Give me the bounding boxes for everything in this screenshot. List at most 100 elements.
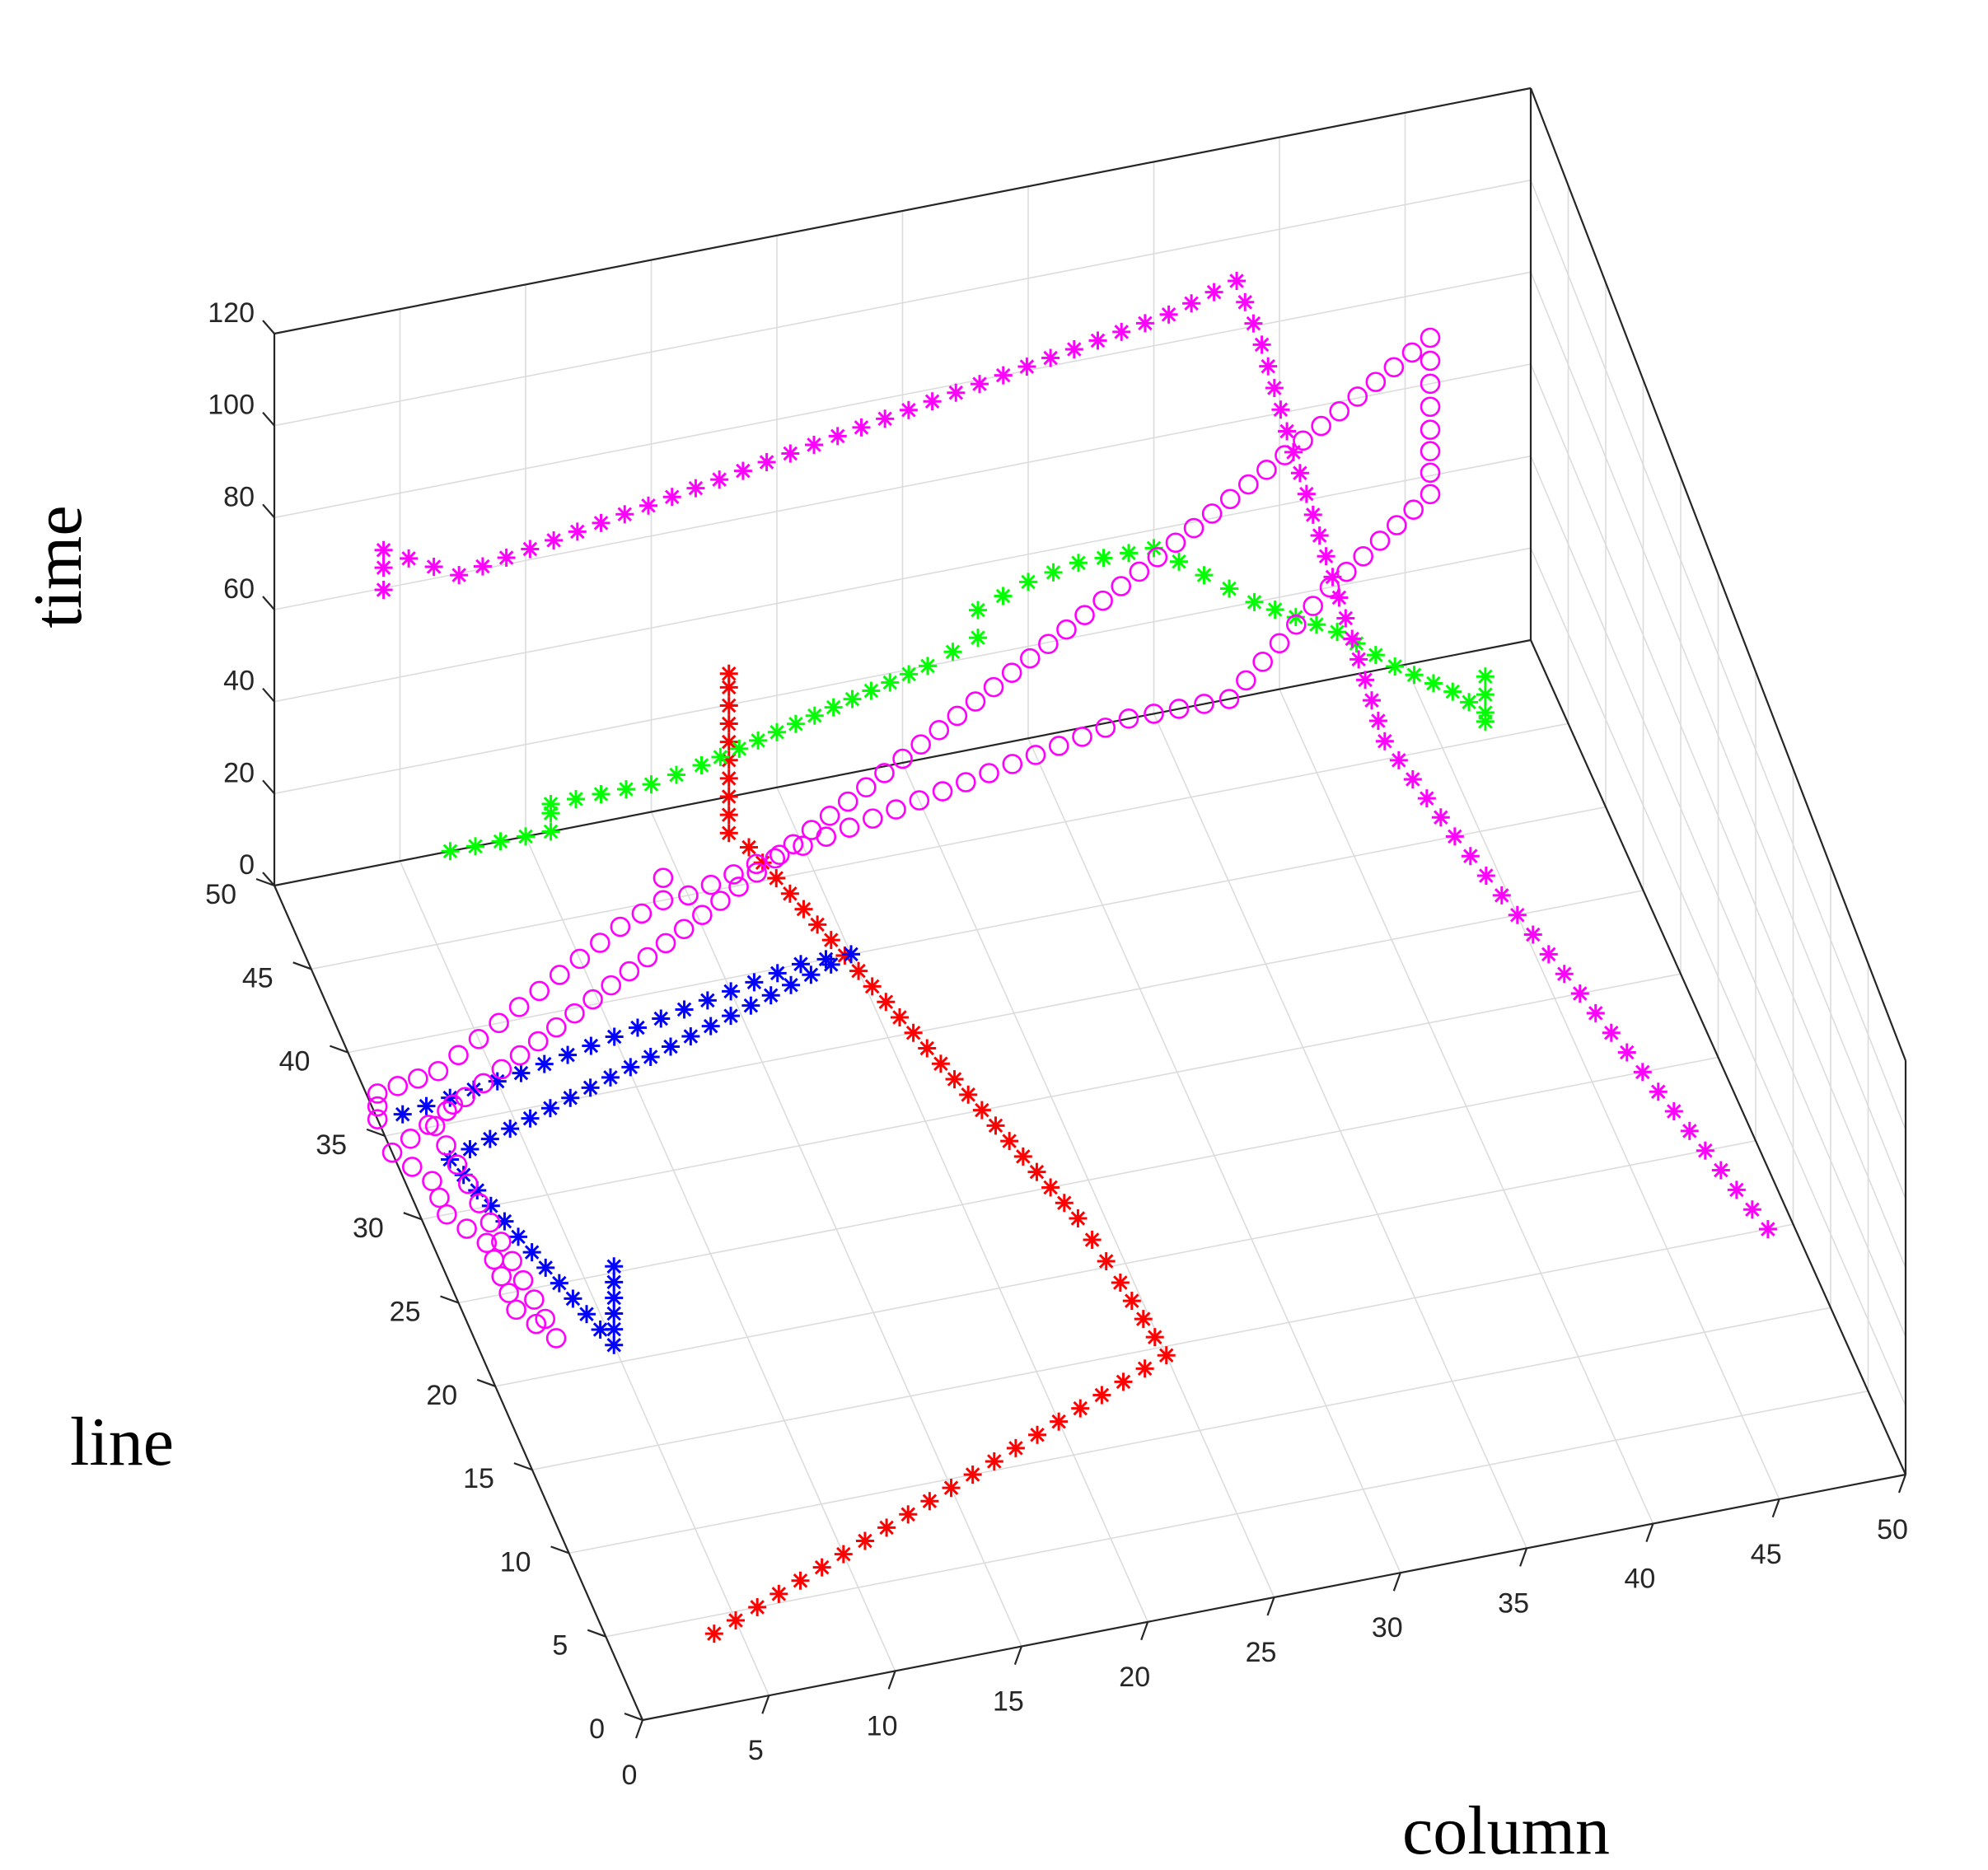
data-point bbox=[1633, 1063, 1652, 1082]
data-point bbox=[1297, 484, 1316, 503]
data-point-stroke bbox=[543, 824, 559, 839]
data-point bbox=[1317, 547, 1335, 566]
data-point bbox=[1001, 662, 1022, 683]
x-tick-mark bbox=[1519, 1548, 1528, 1567]
data-point bbox=[1420, 350, 1441, 372]
data-point bbox=[491, 1059, 512, 1080]
data-point-stroke bbox=[498, 550, 514, 565]
data-point bbox=[786, 714, 805, 733]
y-tick-mark bbox=[255, 877, 275, 887]
data-point bbox=[484, 1249, 505, 1270]
data-point-stroke bbox=[1113, 1275, 1128, 1290]
floor-grid-y bbox=[348, 806, 1607, 1054]
data-point-stroke bbox=[851, 963, 866, 979]
data-point-stroke bbox=[1448, 829, 1462, 844]
floor-grid-y bbox=[458, 1056, 1719, 1304]
data-point bbox=[781, 444, 800, 463]
data-point bbox=[1194, 694, 1214, 714]
data-point-stroke bbox=[879, 1520, 894, 1536]
data-point bbox=[581, 1078, 600, 1097]
data-point-stroke bbox=[1246, 316, 1261, 331]
data-point-stroke bbox=[1509, 907, 1525, 923]
frame-edge bbox=[1529, 639, 1907, 1475]
data-point bbox=[780, 884, 799, 903]
data-point-stroke bbox=[376, 560, 391, 575]
data-point bbox=[509, 1045, 531, 1066]
data-point-stroke bbox=[1121, 545, 1136, 561]
data-point bbox=[509, 1227, 528, 1246]
data-point-stroke bbox=[1293, 465, 1307, 481]
z-tick-label: 20 bbox=[223, 757, 255, 788]
data-point bbox=[601, 1068, 620, 1087]
y-axis-title: line bbox=[70, 1404, 174, 1480]
data-point-stroke bbox=[426, 559, 442, 574]
data-point bbox=[733, 461, 752, 480]
data-point bbox=[794, 900, 813, 919]
data-point-stroke bbox=[1572, 986, 1588, 1001]
data-point bbox=[1330, 588, 1349, 607]
data-point bbox=[1095, 718, 1116, 738]
data-point bbox=[1403, 499, 1424, 521]
data-point-stroke bbox=[878, 994, 894, 1009]
data-point bbox=[673, 919, 695, 940]
x-tick-label: 20 bbox=[1119, 1662, 1150, 1693]
data-point bbox=[955, 772, 976, 792]
data-point-stroke bbox=[1090, 333, 1106, 348]
data-point bbox=[1088, 331, 1107, 350]
data-point bbox=[808, 915, 827, 934]
data-point bbox=[1220, 579, 1238, 598]
z-tick-label: 60 bbox=[223, 573, 255, 605]
data-point bbox=[700, 874, 722, 895]
data-point bbox=[945, 1070, 964, 1089]
data-point-stroke bbox=[606, 1274, 621, 1290]
data-point bbox=[1168, 699, 1190, 719]
data-point-stroke bbox=[793, 1573, 808, 1588]
data-point-stroke bbox=[743, 998, 759, 1013]
x-tick-mark bbox=[1771, 1498, 1780, 1518]
data-point bbox=[711, 747, 730, 766]
y-tick-mark bbox=[550, 1545, 569, 1554]
data-point-stroke bbox=[723, 1008, 738, 1023]
data-point bbox=[367, 1083, 388, 1104]
data-point bbox=[1649, 1082, 1668, 1101]
data-point bbox=[918, 1039, 937, 1058]
data-point-stroke bbox=[961, 1087, 975, 1102]
data-point bbox=[374, 559, 393, 577]
data-point bbox=[890, 1007, 909, 1026]
data-point bbox=[564, 1003, 585, 1024]
data-point bbox=[704, 1625, 723, 1643]
data-point bbox=[745, 973, 764, 992]
data-point-stroke bbox=[823, 957, 839, 972]
z-tick-mark bbox=[262, 596, 275, 610]
data-point bbox=[1476, 667, 1495, 686]
data-point bbox=[481, 1196, 500, 1215]
data-point bbox=[653, 867, 674, 888]
axes-frame bbox=[273, 86, 1907, 1722]
data-point bbox=[821, 931, 840, 950]
data-point bbox=[424, 557, 443, 576]
data-point-stroke bbox=[858, 1533, 872, 1549]
data-point-stroke bbox=[475, 559, 490, 574]
data-point-stroke bbox=[466, 1082, 481, 1097]
data-point-stroke bbox=[1619, 1045, 1635, 1060]
x-tick-mark bbox=[634, 1719, 644, 1739]
data-point bbox=[512, 1064, 531, 1082]
data-point-stroke bbox=[1002, 1134, 1017, 1148]
data-point bbox=[605, 1273, 624, 1292]
data-point bbox=[495, 1212, 514, 1231]
data-point-stroke bbox=[1051, 1414, 1066, 1429]
data-point bbox=[549, 965, 570, 985]
data-point-stroke bbox=[901, 666, 916, 682]
data-point-stroke bbox=[1067, 342, 1082, 357]
data-point bbox=[1055, 1194, 1074, 1213]
data-point bbox=[1389, 750, 1408, 769]
data-point bbox=[473, 1073, 494, 1094]
data-point-stroke bbox=[1008, 1441, 1023, 1456]
data-point bbox=[1420, 484, 1441, 505]
y-tick-label: 0 bbox=[589, 1713, 605, 1745]
data-point bbox=[910, 734, 931, 755]
data-point-stroke bbox=[1172, 554, 1186, 569]
data-point-stroke bbox=[643, 1050, 658, 1064]
data-point bbox=[1476, 685, 1495, 704]
data-point-stroke bbox=[1071, 555, 1086, 571]
